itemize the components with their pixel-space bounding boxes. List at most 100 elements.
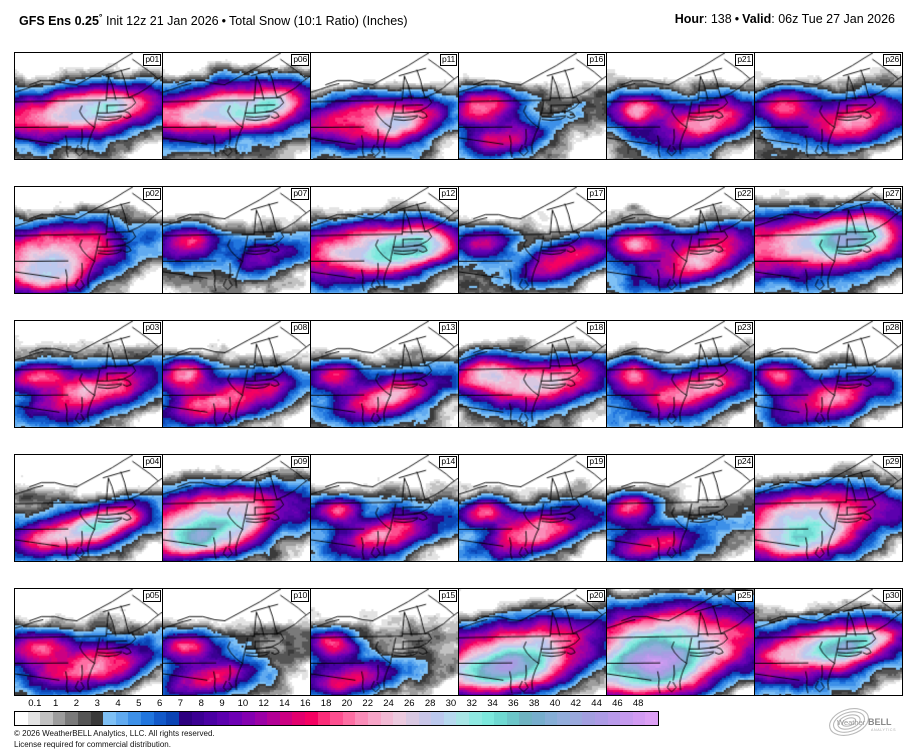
snow-accumulation-map (755, 589, 902, 695)
snow-accumulation-map (459, 321, 606, 427)
panel-member-label: p16 (587, 54, 605, 66)
panel-member-label: p27 (883, 188, 901, 200)
colorbar-swatch (115, 712, 129, 725)
degree-symbol: ° (98, 12, 103, 22)
ensemble-member-panel[interactable]: p04 (14, 454, 163, 562)
panel-member-label: p17 (587, 188, 605, 200)
ensemble-member-panel[interactable]: p11 (310, 52, 459, 160)
colorbar-swatch (103, 712, 116, 725)
ensemble-member-panel[interactable]: p23 (606, 320, 755, 428)
license-line: License required for commercial distribu… (14, 739, 171, 749)
ensemble-member-panel[interactable]: p10 (162, 588, 311, 696)
colorbar-swatch (582, 712, 596, 725)
snow-accumulation-map (163, 321, 310, 427)
colorbar-tick: 5 (136, 698, 142, 709)
ensemble-member-panel[interactable]: p06 (162, 52, 311, 160)
colorbar-swatch (229, 712, 242, 725)
colorbar-tick: 0.1 (28, 698, 42, 709)
ensemble-member-panel[interactable]: p26 (754, 52, 903, 160)
logo-tagline: ANALYTICS (871, 728, 896, 732)
panel-member-label: p12 (439, 188, 457, 200)
ensemble-member-panel[interactable]: p30 (754, 588, 903, 696)
colorbar-swatch (569, 712, 583, 725)
ensemble-member-panel[interactable]: p03 (14, 320, 163, 428)
snow-accumulation-map (15, 455, 162, 561)
colorbar-tick: 46 (612, 698, 623, 709)
colorbar-tick: 6 (156, 698, 163, 709)
panel-member-label: p02 (143, 188, 161, 200)
header-title-left: GFS Ens 0.25° Init 12z 21 Jan 2026 • Total… (19, 12, 408, 28)
panel-member-label: p10 (291, 590, 309, 602)
ensemble-member-panel[interactable]: p05 (14, 588, 163, 696)
colorbar-swatch (191, 712, 205, 725)
colorbar-tick: 2 (73, 698, 80, 709)
hour-value: 138 (710, 12, 732, 26)
colorbar-swatch (468, 712, 482, 725)
ensemble-member-panel[interactable]: p08 (162, 320, 311, 428)
ensemble-member-panel[interactable]: p16 (458, 52, 607, 160)
colorbar-tick: 9 (219, 698, 225, 709)
ensemble-member-panel[interactable]: p13 (310, 320, 459, 428)
colorbar-tick: 14 (279, 698, 290, 709)
colorbar-swatch (204, 712, 217, 725)
panel-member-label: p25 (735, 590, 753, 602)
panel-member-label: p29 (883, 456, 901, 468)
snow-accumulation-map (755, 321, 902, 427)
ensemble-member-panel[interactable]: p24 (606, 454, 755, 562)
snow-accumulation-map (15, 187, 162, 293)
panel-member-label: p03 (143, 322, 161, 334)
colorbar-swatch (178, 712, 192, 725)
ensemble-member-panel[interactable]: p20 (458, 588, 607, 696)
ensemble-member-panel[interactable]: p02 (14, 186, 163, 294)
colorbar-tick: 34 (487, 698, 498, 709)
logo-text-bold: BELL (868, 717, 892, 727)
colorbar-swatch (607, 712, 621, 725)
panel-member-label: p19 (587, 456, 605, 468)
weatherbell-logo: Weather BELL ANALYTICS (819, 702, 905, 742)
panel-member-label: p22 (735, 188, 753, 200)
snow-accumulation-map (755, 53, 902, 159)
ensemble-member-panel[interactable]: p22 (606, 186, 755, 294)
ensemble-member-panel[interactable]: p14 (310, 454, 459, 562)
colorbar-gradient (14, 711, 659, 726)
snow-accumulation-map (311, 321, 458, 427)
ensemble-member-panel[interactable]: p21 (606, 52, 755, 160)
colorbar-swatch (267, 712, 280, 725)
ensemble-member-panel[interactable]: p15 (310, 588, 459, 696)
header-title-right: Hour: 138 • Valid: 06z Tue 27 Jan 2026 (674, 12, 895, 26)
ensemble-member-panel[interactable]: p28 (754, 320, 903, 428)
ensemble-member-panel[interactable]: p27 (754, 186, 903, 294)
colorbar-swatch (15, 712, 28, 725)
ensemble-member-panel[interactable]: p01 (14, 52, 163, 160)
colorbar-tick: 8 (198, 698, 204, 709)
ensemble-member-panel[interactable]: p25 (606, 588, 755, 696)
panel-member-label: p24 (735, 456, 753, 468)
ensemble-member-panel[interactable]: p29 (754, 454, 903, 562)
snow-accumulation-map (311, 589, 458, 695)
field-name: Total Snow (10:1 Ratio) (Inches) (229, 14, 408, 29)
ensemble-member-panel[interactable]: p19 (458, 454, 607, 562)
ensemble-member-panel[interactable]: p12 (310, 186, 459, 294)
colorbar-tick: 44 (591, 698, 602, 709)
snow-accumulation-map (607, 53, 754, 159)
ensemble-panel-grid: p01 p06 p11 p16 p21 p26 p02 p07 p12 p17 p22 p27 p03 p… (0, 52, 913, 696)
colorbar-tick: 22 (362, 698, 373, 709)
colorbar-tick: 40 (549, 698, 561, 709)
header-bullet-2: • (734, 12, 740, 26)
colorbar-tick: 36 (508, 698, 519, 709)
colorbar-swatch (557, 712, 570, 725)
snow-accumulation-map (15, 321, 162, 427)
colorbar-swatch (292, 712, 306, 725)
colorbar-tick: 3 (94, 698, 100, 709)
panel-member-label: p06 (291, 54, 309, 66)
logo-text-light: Weather (837, 718, 866, 727)
colorbar-swatch (317, 712, 331, 725)
colorbar-swatch (405, 712, 419, 725)
ensemble-member-panel[interactable]: p18 (458, 320, 607, 428)
ensemble-member-panel[interactable]: p07 (162, 186, 311, 294)
snow-accumulation-map (311, 53, 458, 159)
ensemble-member-panel[interactable]: p09 (162, 454, 311, 562)
colorbar-swatch (128, 712, 142, 725)
snow-accumulation-map (607, 321, 754, 427)
ensemble-member-panel[interactable]: p17 (458, 186, 607, 294)
